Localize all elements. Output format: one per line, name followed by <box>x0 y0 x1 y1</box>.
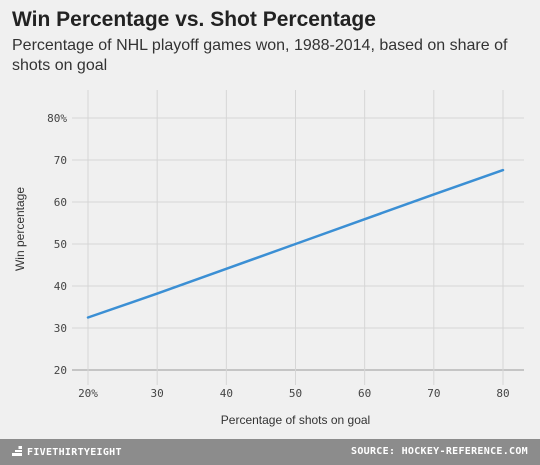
y-tick-labels: 20 30 40 50 60 70 80% <box>47 112 67 377</box>
y-tick-label: 80% <box>47 112 67 125</box>
brand-icon <box>12 446 22 456</box>
x-axis-title: Percentage of shots on goal <box>221 413 370 427</box>
series-lines <box>86 168 505 319</box>
x-tick-label: 60 <box>358 387 371 400</box>
x-tick-labels: 20% 30 40 50 60 70 80 <box>78 387 510 400</box>
gridlines <box>72 90 524 385</box>
x-tick-label: 80 <box>496 387 509 400</box>
brand-logo: FIVETHIRTYEIGHT <box>12 446 122 458</box>
y-tick-label: 40 <box>54 280 67 293</box>
footer-bar: FIVETHIRTYEIGHT SOURCE: HOCKEY-REFERENCE… <box>0 439 540 465</box>
x-tick-label: 70 <box>427 387 440 400</box>
y-tick-label: 20 <box>54 364 67 377</box>
source-credit: SOURCE: HOCKEY-REFERENCE.COM <box>351 446 528 457</box>
x-tick-label: 20% <box>78 387 98 400</box>
line-chart: 20 30 40 50 60 70 80% 20% 30 40 50 60 70 80 Percenta… <box>13 90 524 427</box>
series-line <box>86 168 505 319</box>
brand-text: FIVETHIRTYEIGHT <box>27 447 122 458</box>
y-axis-title: Win percentage <box>13 187 27 271</box>
chart-subtitle: Percentage of NHL playoff games won, 198… <box>12 37 508 74</box>
chart-title: Win Percentage vs. Shot Percentage <box>12 8 376 31</box>
y-tick-label: 70 <box>54 154 67 167</box>
y-tick-label: 60 <box>54 196 67 209</box>
x-tick-label: 30 <box>151 387 164 400</box>
x-tick-label: 40 <box>220 387 233 400</box>
y-tick-label: 50 <box>54 238 67 251</box>
x-tick-label: 50 <box>289 387 302 400</box>
y-tick-label: 30 <box>54 322 67 335</box>
